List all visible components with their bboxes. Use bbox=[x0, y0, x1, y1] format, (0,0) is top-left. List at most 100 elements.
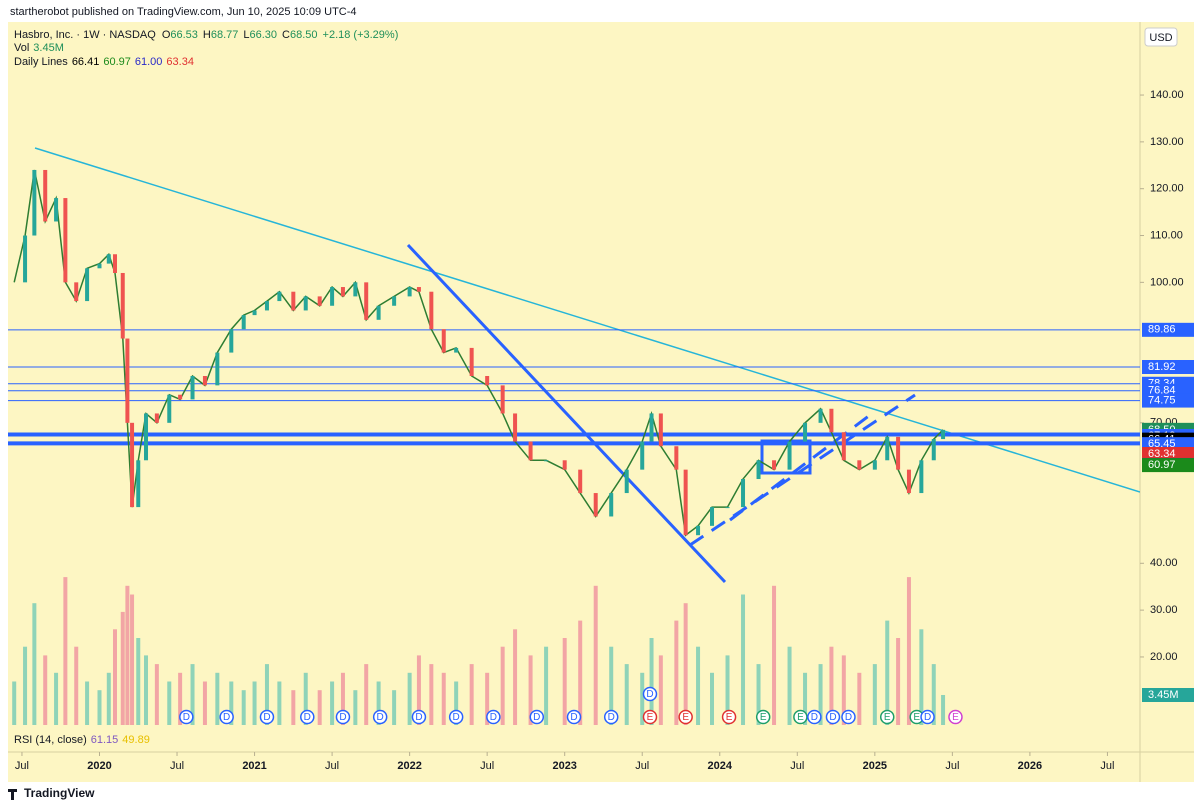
volume-bar bbox=[857, 672, 862, 725]
event-marker bbox=[486, 709, 501, 725]
event-marker bbox=[755, 709, 771, 725]
event-marker bbox=[825, 709, 841, 725]
volume-bar bbox=[264, 664, 269, 725]
candle-body bbox=[136, 460, 141, 508]
candle-body bbox=[609, 493, 614, 517]
candle-body bbox=[931, 439, 936, 461]
candle-body bbox=[906, 469, 911, 494]
time-tick-label: Jul bbox=[325, 760, 339, 772]
event-label: D bbox=[453, 712, 460, 723]
candle-body bbox=[818, 408, 823, 423]
volume-bar bbox=[190, 664, 195, 725]
candle-body bbox=[485, 375, 490, 386]
legend-text: 66.30 bbox=[250, 29, 278, 41]
time-tick-label: 2023 bbox=[552, 760, 576, 772]
candle-body bbox=[841, 432, 846, 461]
event-marker bbox=[879, 709, 895, 725]
event-marker bbox=[529, 709, 545, 725]
candle-body bbox=[85, 268, 90, 302]
time-tick-label: 2026 bbox=[1018, 760, 1042, 772]
event-label: D bbox=[608, 712, 615, 723]
volume-bar bbox=[919, 629, 924, 725]
candle-body bbox=[112, 254, 117, 273]
volume-bar bbox=[54, 672, 59, 725]
event-label: D bbox=[533, 712, 540, 723]
volume-bar bbox=[215, 672, 220, 725]
volume-bar bbox=[291, 690, 296, 725]
legend-text: +2.18 (+3.29%) bbox=[323, 29, 399, 41]
event-marker bbox=[948, 709, 963, 725]
candle-body bbox=[291, 291, 296, 311]
candle-body bbox=[330, 287, 335, 306]
candle-body bbox=[500, 385, 505, 414]
volume-bar bbox=[63, 577, 68, 725]
event-marker bbox=[920, 709, 935, 725]
price-tag bbox=[1142, 458, 1194, 473]
volume-bar bbox=[167, 681, 172, 725]
candle-body bbox=[872, 460, 877, 470]
candle-body bbox=[277, 291, 282, 302]
volume-bar bbox=[85, 681, 90, 725]
volume-bar bbox=[624, 664, 629, 725]
volume-bar bbox=[277, 681, 282, 725]
chart-pane bbox=[8, 147, 1140, 725]
legend-text: 61.15 bbox=[91, 734, 119, 746]
event-label: D bbox=[223, 712, 230, 723]
candle-body bbox=[941, 429, 946, 440]
price-tag bbox=[1142, 393, 1194, 408]
volume-bar bbox=[330, 681, 335, 725]
channel-line bbox=[729, 413, 871, 522]
volume-bar bbox=[772, 585, 777, 725]
volume-bar bbox=[106, 672, 111, 725]
event-label: D bbox=[829, 712, 836, 723]
volume-bar bbox=[725, 655, 730, 725]
price-tick-label: 40.00 bbox=[1150, 557, 1178, 569]
volume-bar bbox=[429, 664, 434, 725]
volume-bar bbox=[829, 646, 834, 725]
candle-body bbox=[454, 347, 459, 353]
event-marker bbox=[841, 709, 856, 725]
time-tick-label: Jul bbox=[945, 760, 959, 772]
volume-bar bbox=[353, 690, 358, 725]
legend-text: Vol bbox=[14, 42, 29, 54]
volume-bar bbox=[931, 664, 936, 725]
candle-body bbox=[513, 413, 518, 442]
event-marker bbox=[179, 709, 194, 725]
event-label: D bbox=[377, 712, 384, 723]
event-marker bbox=[642, 686, 658, 702]
legend-text: Hasbro, Inc. · 1W · NASDAQ bbox=[14, 29, 156, 41]
volume-bar bbox=[12, 681, 17, 725]
price-tick-label: 30.00 bbox=[1150, 604, 1178, 616]
volume-bar bbox=[562, 638, 567, 725]
legend-text: 66.41 bbox=[72, 56, 100, 68]
volume-bar bbox=[787, 646, 792, 725]
volume-bar bbox=[741, 594, 746, 725]
candle-body bbox=[772, 460, 777, 470]
price-tag bbox=[1142, 447, 1194, 462]
volume-bar bbox=[658, 655, 663, 725]
volume-bar bbox=[500, 646, 505, 725]
volume-bar bbox=[43, 655, 48, 725]
candle-body bbox=[178, 394, 183, 400]
event-label: E bbox=[952, 712, 959, 723]
volume-bar bbox=[544, 646, 549, 725]
candle-body bbox=[528, 441, 533, 461]
event-label: D bbox=[570, 712, 577, 723]
volume-bar bbox=[241, 690, 246, 725]
candle-body bbox=[640, 441, 645, 470]
currency: USD bbox=[1149, 32, 1172, 44]
candle-body bbox=[120, 272, 125, 339]
event-label: D bbox=[811, 712, 818, 723]
candle-body bbox=[407, 287, 412, 297]
price-tag-label: 60.97 bbox=[1148, 459, 1176, 471]
legend-text: 61.00 bbox=[135, 56, 163, 68]
candle-body bbox=[252, 310, 257, 316]
event-label: E bbox=[760, 712, 767, 723]
event-label: D bbox=[646, 689, 653, 700]
candle-body bbox=[241, 315, 246, 330]
volume-bar bbox=[578, 620, 583, 725]
volume-bar bbox=[32, 603, 37, 725]
event-label: D bbox=[263, 712, 270, 723]
volume-bar bbox=[640, 672, 645, 725]
